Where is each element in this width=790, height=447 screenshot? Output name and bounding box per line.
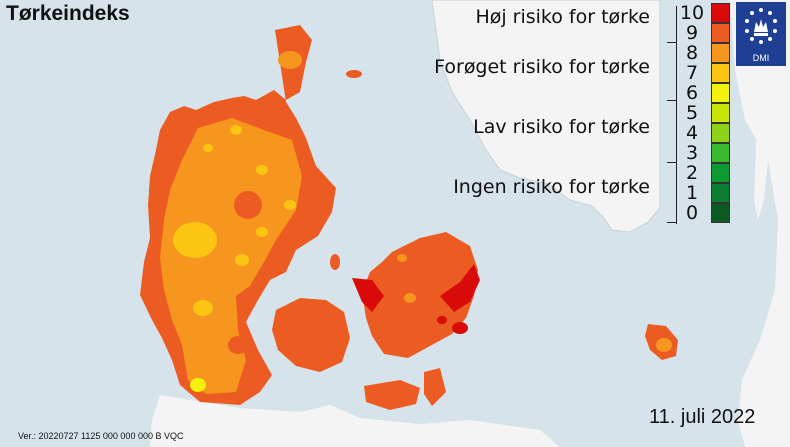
island-small [270,257,290,267]
yellow-patch [278,51,302,69]
category-high-risk: Høj risiko for tørke [475,6,650,28]
funen-region [272,298,350,372]
scale-tick [667,42,677,43]
red-patch [234,191,262,219]
zealand-orange-spot [404,293,416,303]
scale-tick [667,100,677,101]
jutland-inner-region [160,118,302,394]
scale-swatch-3 [711,143,730,163]
dmi-logo-text: DMI [752,53,770,63]
scale-swatch-1 [711,183,730,203]
scale-swatch-4 [711,123,730,143]
scale-value-9: 9 [685,22,699,44]
scale-swatch-0 [711,203,730,223]
yellow-patch [230,125,242,135]
bornholm-orange-spot [656,338,672,352]
category-low-risk: Lav risiko for tørke [473,116,650,138]
red-patch [228,336,248,354]
zealand-region [362,232,478,358]
yellow-patch [284,200,296,210]
yellow-patch [173,222,217,258]
zealand-red-spot [437,316,447,324]
category-no-risk: Ingen risiko for tørke [453,176,650,198]
island-samso [330,254,340,270]
sweden-landmass [431,0,661,233]
germany-landmass [150,395,560,447]
scale-swatch-10 [711,3,730,23]
scale-value-10: 10 [679,2,705,24]
map-title: Tørkeindeks [6,2,130,25]
zealand-red-coast [440,264,480,312]
scale-swatch-9 [711,23,730,43]
scale-value-2: 2 [685,162,699,184]
scale-value-4: 4 [685,122,699,144]
yellow-patch [235,254,249,266]
scale-swatch-8 [711,43,730,63]
scale-value-8: 8 [685,42,699,64]
yellow-patch [203,144,213,152]
falster-region [424,368,446,406]
zealand-red-west [352,278,384,312]
scale-value-0: 0 [685,202,699,224]
zealand-orange-spot [397,254,407,262]
scale-value-6: 6 [685,82,699,104]
scale-value-1: 1 [685,182,699,204]
scale-swatch-5 [711,103,730,123]
scale-swatch-2 [711,163,730,183]
scale-tick [667,162,677,163]
crown-icon [745,8,777,44]
island-anholt [346,70,362,78]
scale-tick [667,222,677,223]
yellow-patch [190,378,206,392]
version-text: Ver.: 20220727 1125 000 000 000 B VQC [18,431,184,441]
scale-value-5: 5 [685,102,699,124]
yellow-patch [256,227,268,237]
oland-island [754,80,770,220]
scale-value-7: 7 [685,62,699,84]
lolland-region [364,380,420,410]
scale-swatch-6 [711,83,730,103]
yellow-patch [193,300,213,316]
category-increased-risk: Forøget risiko for tørke [434,56,650,78]
sweden-east-landmass [730,0,790,447]
scale-swatch-7 [711,63,730,83]
dmi-logo: DMI [736,2,786,66]
yellow-patch [256,165,268,175]
scale-axis-line [676,6,677,224]
zealand-red-spot [452,322,468,334]
date-label: 11. juli 2022 [649,406,756,428]
scale-value-3: 3 [685,142,699,164]
